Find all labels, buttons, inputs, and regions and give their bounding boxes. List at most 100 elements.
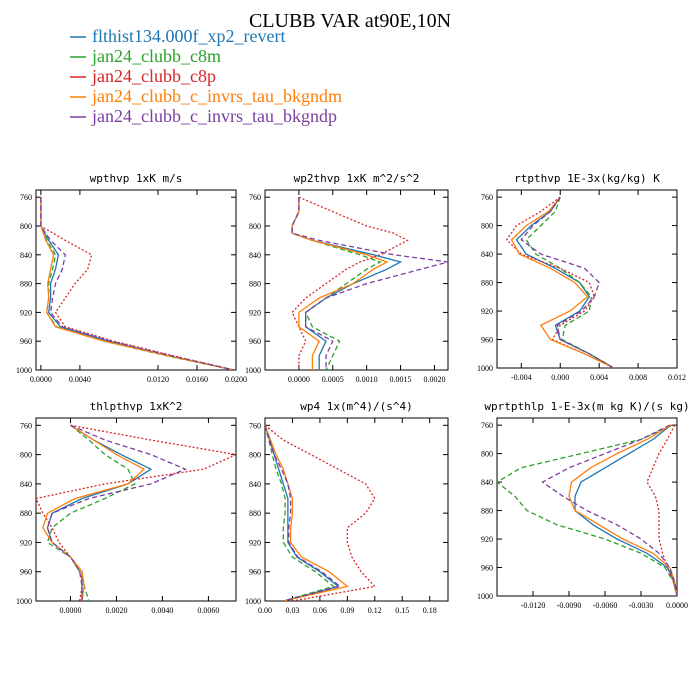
y-tick-label: 840 — [481, 250, 493, 259]
panel-2: rtpthvp 1E-3x(kg/kg) K 760 800 840 880 920 960… — [477, 172, 686, 382]
y-tick-label: 880 — [249, 280, 261, 289]
y-tick-label: 960 — [249, 568, 261, 577]
panel-4: wp4 1x(m^4)/(s^4)76080084088092096010000… — [245, 400, 449, 615]
series-line-1 — [265, 425, 335, 601]
legend-entry-1: jan24_clubb_c8m — [91, 46, 221, 66]
y-tick-label: 840 — [20, 251, 32, 260]
y-tick-label: 800 — [249, 451, 261, 460]
y-tick-label: 800 — [481, 450, 493, 459]
x-tick-label: 0.06 — [313, 606, 327, 615]
plot-frame — [496, 417, 678, 597]
plot-frame — [264, 189, 449, 371]
y-tick-label: 960 — [481, 564, 493, 573]
series-line-3 — [510, 196, 615, 368]
y-tick-label: 760 — [20, 421, 32, 430]
y-tick-label: 760 — [249, 421, 261, 430]
panel-0: wpthvp 1xK m/s76080084088092096010000.00… — [16, 172, 247, 384]
y-tick-label: 920 — [481, 535, 493, 544]
panel-title: rtpthvp 1E-3x(kg/kg) K — [514, 172, 660, 185]
series-line-1 — [46, 424, 136, 601]
panel-5: wprtpthlp 1-E-3x(m kg K)/(s kg) 760 800 840… — [477, 400, 690, 610]
series-line-3 — [265, 425, 349, 601]
series-line-2 — [265, 424, 377, 601]
x-tick-label: 0.0020 — [423, 375, 445, 384]
series-line-4 — [40, 197, 235, 370]
x-tick-label: -0.004 — [511, 373, 532, 382]
y-tick-label: 840 — [20, 480, 32, 489]
panel-1: wp2thvp 1xK m^2/s^2 760 800 840 880 920 960 100… — [245, 172, 449, 384]
x-tick-label: -0.0090 — [557, 601, 582, 610]
y-tick-label: 1000 — [477, 592, 493, 601]
y-tick-label: 760 — [20, 193, 32, 202]
x-tick-label: 0.0160 — [186, 375, 208, 384]
plot-frame — [35, 417, 237, 602]
series-line-0 — [265, 425, 340, 601]
y-tick-label: 800 — [249, 222, 261, 231]
legend-entry-3: jan24_clubb_c_invrs_tau_bkgndm — [91, 86, 342, 106]
x-tick-label: 0.0005 — [322, 375, 344, 384]
y-tick-label: 800 — [20, 451, 32, 460]
x-tick-label: 0.0015 — [390, 375, 412, 384]
y-tick-label: 960 — [249, 337, 261, 346]
y-tick-label: 840 — [249, 480, 261, 489]
x-tick-label: 0.0000 — [288, 375, 310, 384]
x-tick-label: 0.18 — [423, 606, 437, 615]
x-tick-label: 0.0040 — [151, 606, 173, 615]
y-tick-label: 840 — [481, 478, 493, 487]
y-tick-label: 880 — [481, 507, 493, 516]
y-tick-label: 920 — [481, 307, 493, 316]
x-tick-label: 0.0200 — [225, 375, 247, 384]
y-tick-label: 960 — [20, 337, 32, 346]
x-tick-label: 0.00 — [258, 606, 272, 615]
plot-frame — [264, 417, 449, 602]
legend-entry-4: jan24_clubb_c_invrs_tau_bkgndp — [91, 106, 337, 126]
legend-entry-2: jan24_clubb_c8p — [91, 66, 216, 86]
x-tick-label: 0.008 — [629, 373, 647, 382]
x-tick-label: 0.0040 — [69, 375, 91, 384]
x-tick-label: -0.0060 — [593, 601, 618, 610]
y-tick-label: 920 — [20, 538, 32, 547]
plot-frame — [496, 189, 678, 369]
x-tick-label: 0.012 — [668, 373, 686, 382]
y-tick-label: 880 — [481, 279, 493, 288]
x-tick-label: 0.0120 — [147, 375, 169, 384]
x-tick-label: 0.0010 — [356, 375, 378, 384]
y-tick-label: 920 — [249, 538, 261, 547]
series-line-2 — [646, 424, 677, 596]
x-tick-label: -0.0120 — [521, 601, 546, 610]
series-line-4 — [265, 425, 342, 601]
x-tick-label: 0.0000 — [30, 375, 52, 384]
series-line-1 — [525, 196, 615, 368]
y-tick-label: 960 — [20, 568, 32, 577]
panels: wpthvp 1xK m/s76080084088092096010000.00… — [16, 172, 690, 615]
y-tick-label: 1000 — [477, 364, 493, 373]
legend-entry-0: flthist134.000f_xp2_revert — [92, 26, 285, 46]
series-line-4 — [291, 197, 448, 370]
series-line-3 — [568, 424, 677, 596]
y-tick-label: 800 — [20, 222, 32, 231]
y-tick-label: 880 — [249, 509, 261, 518]
y-tick-label: 880 — [20, 509, 32, 518]
x-tick-label: 0.12 — [368, 606, 382, 615]
y-tick-label: 920 — [20, 308, 32, 317]
x-tick-label: -0.0030 — [629, 601, 654, 610]
panel-title: wpthvp 1xK m/s — [90, 172, 183, 185]
y-tick-label: 1000 — [16, 366, 32, 375]
panel-title: wp4 1x(m^4)/(s^4) — [300, 400, 413, 413]
series-line-2 — [291, 196, 409, 370]
series-line-3 — [42, 424, 146, 601]
panel-title: wprtpthlp 1-E-3x(m kg K)/(s kg) — [484, 400, 689, 413]
series-line-1 — [497, 424, 677, 596]
y-tick-label: 920 — [249, 308, 261, 317]
x-tick-label: 0.0060 — [197, 606, 219, 615]
y-tick-label: 800 — [481, 222, 493, 231]
figure-title: CLUBB VAR at90E,10N — [249, 10, 451, 32]
x-tick-label: 0.0020 — [105, 606, 127, 615]
plot-frame — [35, 189, 237, 371]
x-tick-label: 0.03 — [285, 606, 299, 615]
x-tick-label: 0.09 — [340, 606, 354, 615]
x-tick-label: 0.004 — [590, 373, 608, 382]
y-tick-label: 880 — [20, 280, 32, 289]
series-line-2 — [505, 196, 615, 368]
